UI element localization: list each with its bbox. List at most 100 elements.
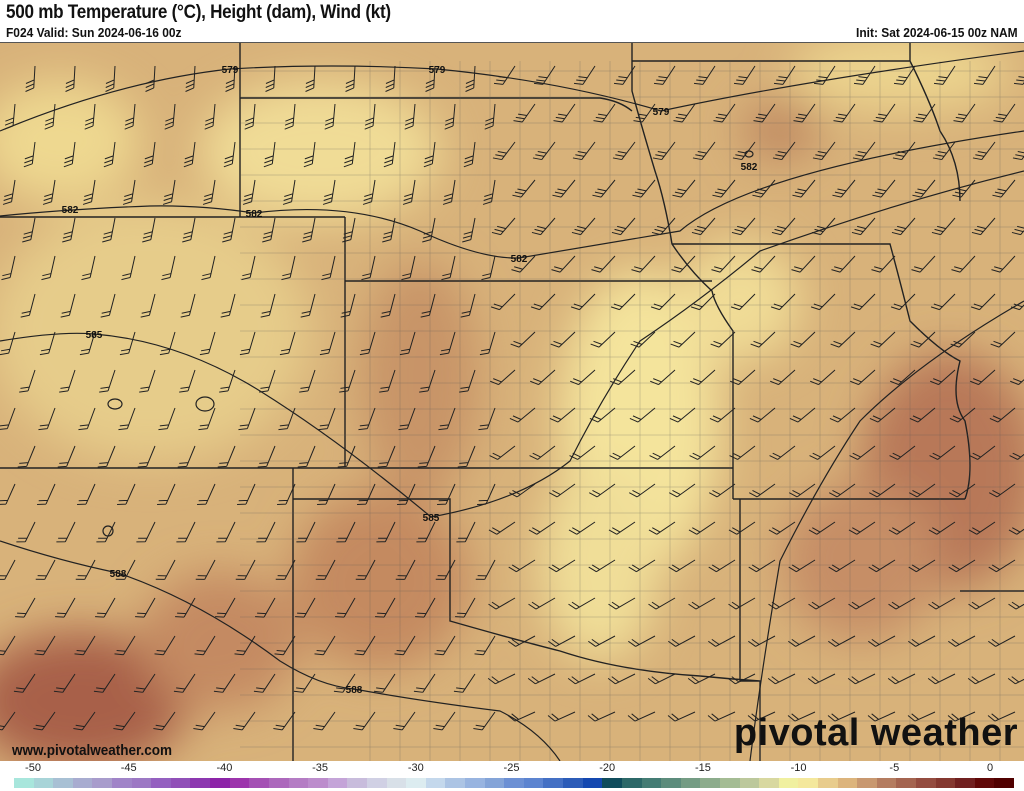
colorbar-swatch bbox=[876, 778, 897, 788]
wind-barb bbox=[709, 407, 736, 423]
wind-barb bbox=[57, 445, 76, 468]
colorbar-tick-label: -10 bbox=[790, 762, 807, 774]
wind-barb bbox=[571, 217, 596, 236]
colorbar-swatch bbox=[170, 778, 191, 788]
wind-barb bbox=[136, 521, 156, 543]
wind-barb bbox=[851, 217, 876, 236]
wind-barb bbox=[668, 635, 696, 647]
wind-barb bbox=[379, 369, 396, 393]
wind-barb bbox=[550, 331, 576, 348]
wind-barb bbox=[610, 293, 636, 311]
wind-barb bbox=[889, 445, 916, 460]
wind-barb bbox=[813, 65, 836, 85]
wind-barb bbox=[377, 445, 396, 468]
wind-barb bbox=[671, 255, 696, 273]
wind-barbs bbox=[0, 65, 1024, 731]
wind-barb bbox=[63, 141, 76, 168]
wind-barb bbox=[103, 141, 116, 168]
wind-barb bbox=[59, 369, 76, 393]
wind-barb bbox=[97, 445, 116, 468]
wind-barb bbox=[55, 597, 76, 618]
wind-barb bbox=[973, 65, 996, 85]
wind-barb bbox=[324, 103, 336, 130]
colorbar-swatch bbox=[112, 778, 132, 788]
wind-barb bbox=[195, 559, 216, 580]
wind-barb bbox=[992, 179, 1016, 198]
wind-barb bbox=[60, 293, 76, 318]
wind-barb bbox=[569, 445, 596, 460]
wind-barb bbox=[383, 141, 396, 168]
wind-barb bbox=[201, 255, 216, 281]
wind-barb bbox=[670, 331, 696, 348]
wind-barb bbox=[361, 255, 376, 281]
wind-barb bbox=[96, 521, 116, 543]
colorbar-swatch bbox=[210, 778, 230, 788]
wind-barb bbox=[928, 597, 956, 610]
wind-barb bbox=[433, 711, 456, 731]
wind-barb bbox=[135, 597, 156, 618]
wind-barb bbox=[827, 711, 856, 722]
colorbar-tick-label: -30 bbox=[407, 762, 424, 774]
wind-barb bbox=[511, 255, 536, 273]
colorbar-swatch bbox=[778, 778, 799, 788]
wind-barb bbox=[928, 521, 956, 535]
wind-barb bbox=[354, 635, 376, 656]
init-time: Init: Sat 2024-06-15 00z NAM bbox=[856, 25, 1018, 40]
wind-barb bbox=[730, 293, 756, 311]
wind-barb bbox=[832, 179, 856, 198]
wind-barb bbox=[435, 559, 456, 580]
wind-barb bbox=[182, 217, 196, 243]
colorbar-tick-label: -5 bbox=[889, 762, 900, 774]
wind-barb bbox=[709, 483, 736, 498]
wind-barb bbox=[422, 217, 436, 243]
wind-barb bbox=[473, 711, 496, 731]
wind-barb bbox=[633, 103, 656, 123]
wind-barb bbox=[1010, 369, 1024, 386]
wind-barb bbox=[340, 293, 356, 318]
website-link[interactable]: www.pivotalweather.com bbox=[12, 742, 173, 759]
wind-barb bbox=[78, 407, 96, 431]
wind-barb bbox=[197, 483, 216, 505]
wind-barb bbox=[20, 293, 36, 318]
wind-barb bbox=[828, 559, 856, 573]
wind-barb bbox=[321, 255, 336, 281]
wind-barb bbox=[194, 635, 216, 656]
contour-label: 582 bbox=[741, 162, 758, 173]
wind-barb bbox=[343, 141, 356, 168]
wind-barb bbox=[667, 711, 696, 722]
colorbar-swatch bbox=[347, 778, 367, 788]
contour-label: 579 bbox=[653, 107, 670, 118]
wind-barb bbox=[488, 597, 516, 610]
colorbar-swatch bbox=[308, 778, 328, 788]
wind-barb bbox=[34, 635, 56, 656]
wind-barb bbox=[183, 141, 196, 168]
wind-barb bbox=[95, 597, 116, 618]
wind-barb bbox=[382, 217, 396, 243]
wind-barb bbox=[22, 217, 36, 243]
wind-barb bbox=[867, 711, 896, 722]
wind-barb bbox=[279, 331, 296, 356]
wind-barb bbox=[932, 141, 956, 161]
colorbar-swatch bbox=[327, 778, 348, 788]
wind-barb bbox=[991, 255, 1016, 273]
wind-barb bbox=[465, 65, 476, 92]
wind-barb bbox=[175, 597, 196, 618]
wind-barb bbox=[913, 103, 936, 123]
weather-map[interactable]: 579 579 579 582 582 582 582 585 585 588 … bbox=[0, 42, 1024, 761]
wind-barb bbox=[402, 179, 416, 205]
wind-barb bbox=[568, 597, 596, 610]
wind-barb bbox=[121, 255, 136, 281]
contour-label: 588 bbox=[110, 569, 127, 580]
colorbar-swatch bbox=[92, 778, 113, 788]
contour-label: 582 bbox=[246, 209, 263, 220]
wind-barb bbox=[912, 179, 936, 198]
colorbar-swatch bbox=[837, 778, 858, 788]
wind-barb bbox=[707, 711, 736, 722]
wind-barb bbox=[628, 559, 656, 573]
wind-barb bbox=[42, 179, 56, 205]
colorbar-tick-label: -40 bbox=[216, 762, 233, 774]
wind-barb bbox=[257, 445, 276, 468]
wind-barb bbox=[417, 445, 436, 468]
wind-barb bbox=[1013, 65, 1024, 85]
wind-barb bbox=[2, 179, 16, 205]
